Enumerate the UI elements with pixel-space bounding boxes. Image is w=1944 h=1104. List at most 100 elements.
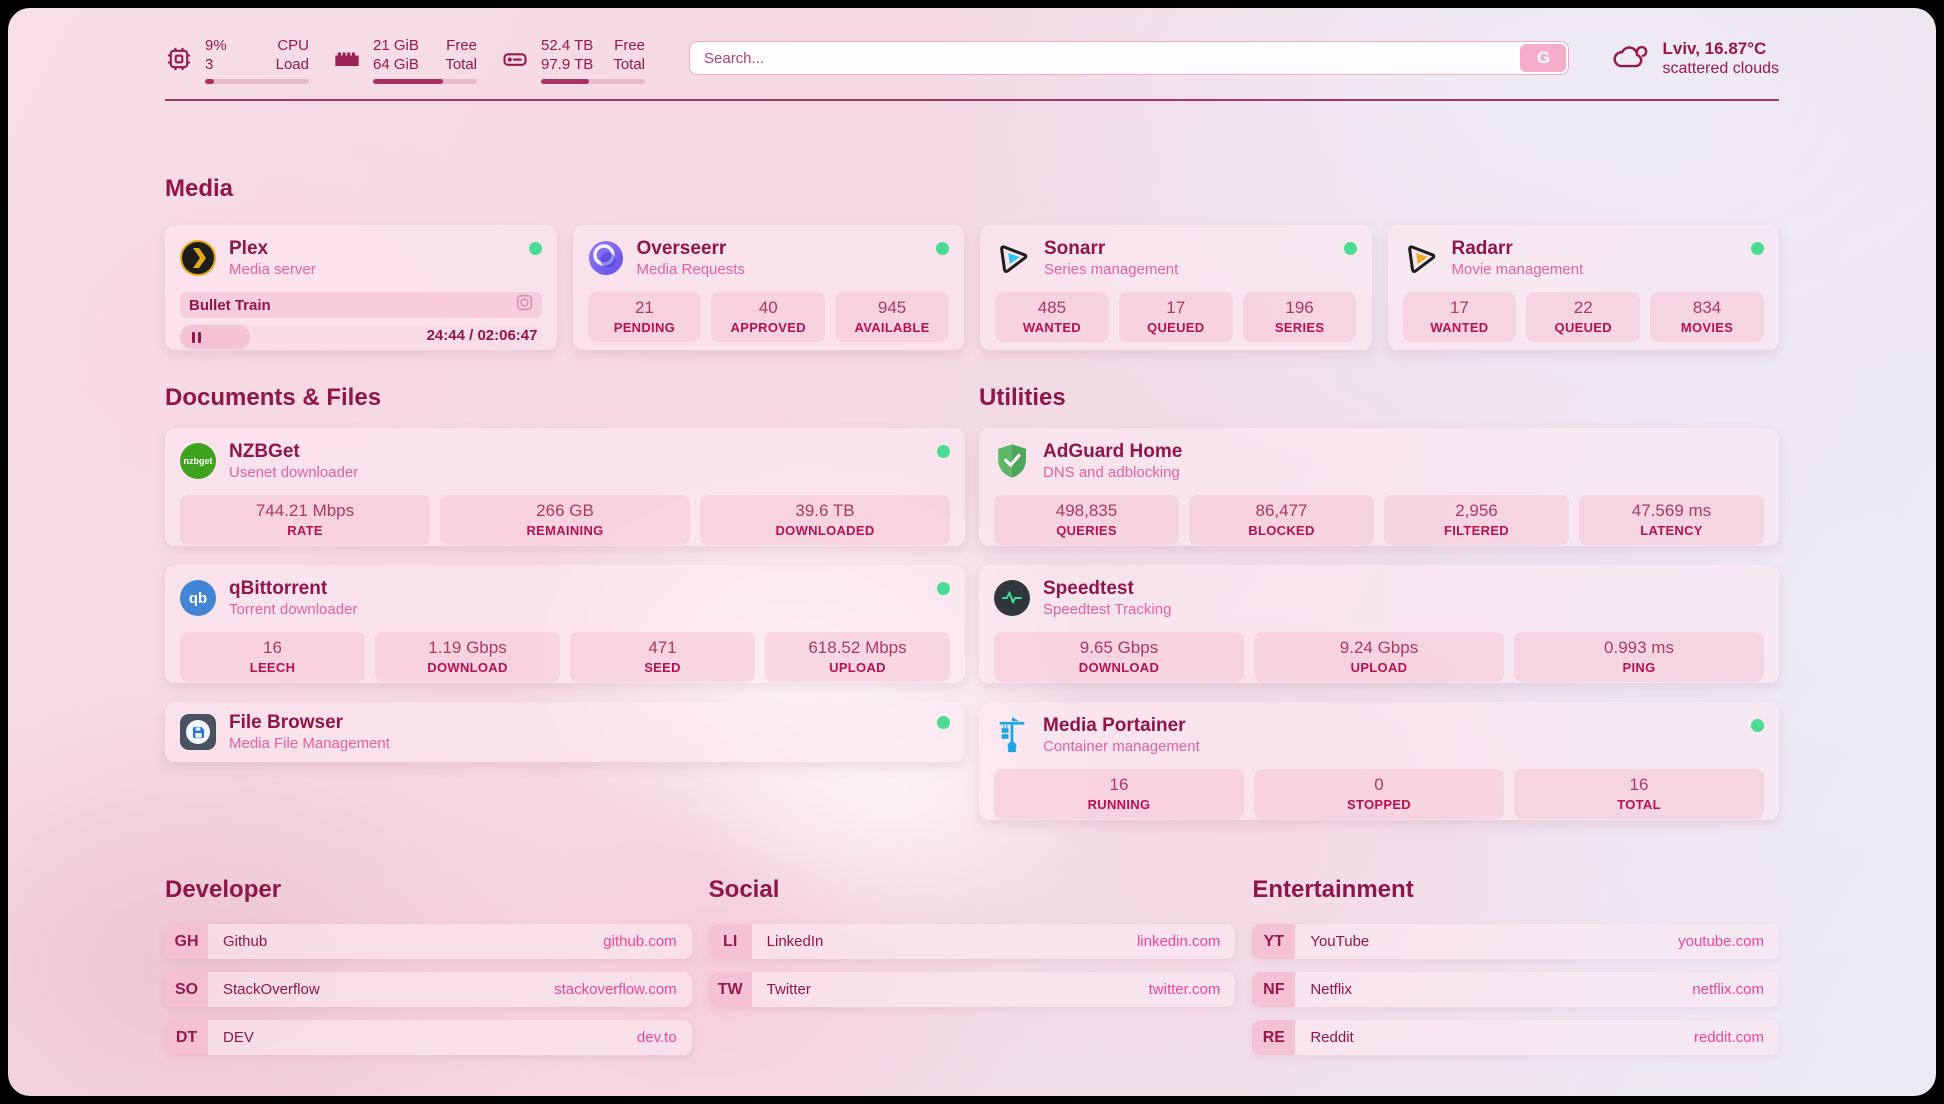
utilities-section: Utilities AdGuard Home D <box>979 384 1779 820</box>
plex-icon <box>180 240 216 276</box>
developer-section-title: Developer <box>165 876 282 903</box>
stat-box: 471 SEED <box>570 632 755 682</box>
stats-row: 21 PENDING 40 APPROVED 945 AVAILABLE <box>587 292 950 342</box>
weather-widget[interactable]: Lviv, 16.87°C scattered clouds <box>1611 38 1779 79</box>
now-playing-title: Bullet Train <box>189 296 271 314</box>
qbittorrent-icon: qb <box>180 580 216 616</box>
card-subtitle: Media server <box>229 261 316 278</box>
bookmark-abbr: LI <box>708 924 752 959</box>
stat-box: 498,835 QUERIES <box>994 495 1179 545</box>
bookmark-link[interactable]: GH Github github.com <box>165 924 692 959</box>
card-title: Sonarr <box>1044 238 1106 259</box>
card-subtitle: Media File Management <box>229 735 390 752</box>
radarr-card[interactable]: Radarr Movie management 17 WANTED 22 QUE… <box>1387 225 1779 350</box>
nzbget-icon: nzbget <box>180 443 216 479</box>
stat-value: 22 <box>1573 298 1593 317</box>
stat-box: 834 MOVIES <box>1650 292 1764 342</box>
bookmark-link[interactable]: TW Twitter twitter.com <box>708 972 1236 1007</box>
entertainment-section-title: Entertainment <box>1252 876 1414 903</box>
bookmark-link[interactable]: LI LinkedIn linkedin.com <box>708 924 1236 959</box>
bookmark-name: DEV <box>223 1029 254 1046</box>
stat-value: 17 <box>1166 298 1186 317</box>
stat-box: 16 RUNNING <box>994 769 1244 819</box>
stat-label: QUEUED <box>1147 320 1205 335</box>
bookmark-url: reddit.com <box>1693 1029 1764 1046</box>
stat-label: PING <box>1622 660 1656 675</box>
filebrowser-card[interactable]: File Browser Media File Management <box>165 702 965 762</box>
memory-progress-bar <box>373 79 477 84</box>
card-title: AdGuard Home <box>1043 441 1183 462</box>
stat-label: APPROVED <box>730 320 806 335</box>
stat-value: 40 <box>758 298 778 317</box>
search-input[interactable] <box>689 41 1570 75</box>
stat-value: 9.24 Gbps <box>1339 638 1419 657</box>
social-bookmarks: LI LinkedIn linkedin.com TW Twitter twit… <box>708 924 1236 1007</box>
stat-value: 266 GB <box>536 501 594 520</box>
card-title: Overseerr <box>636 238 727 259</box>
stat-box: 744.21 Mbps RATE <box>180 495 430 545</box>
speedtest-icon <box>994 580 1030 616</box>
plex-card[interactable]: Plex Media server Bullet Train <box>165 225 557 350</box>
card-subtitle: Torrent downloader <box>229 601 358 618</box>
bookmark-link[interactable]: NF Netflix netflix.com <box>1252 972 1779 1007</box>
memory-free-value: 21 GiB <box>373 37 419 54</box>
card-subtitle: DNS and adblocking <box>1043 464 1180 481</box>
stat-value: 21 <box>634 298 654 317</box>
status-dot <box>1751 719 1764 732</box>
overseerr-card[interactable]: Overseerr Media Requests 21 PENDING 40 A… <box>572 225 964 350</box>
disk-total-value: 97.9 TB <box>541 56 594 73</box>
nzbget-card[interactable]: nzbget NZBGet Usenet downloader 744.21 M… <box>165 428 965 546</box>
stats-row: 744.21 Mbps RATE 266 GB REMAINING 39.6 T… <box>180 495 950 545</box>
search-engine-button[interactable]: G <box>1520 44 1567 72</box>
stat-box: 2,956 FILTERED <box>1384 495 1569 545</box>
stat-box: 22 QUEUED <box>1526 292 1641 342</box>
header-divider <box>165 99 1779 101</box>
stat-box: 266 GB REMAINING <box>440 495 690 545</box>
stat-label: TOTAL <box>1617 797 1661 812</box>
documents-section-title: Documents & Files <box>165 384 382 411</box>
bookmark-url: stackoverflow.com <box>554 981 677 998</box>
stat-label: FILTERED <box>1444 523 1509 538</box>
stat-label: UPLOAD <box>829 660 886 675</box>
bookmark-link[interactable]: DT DEV dev.to <box>165 1020 692 1055</box>
cpu-usage-value: 9% <box>205 37 227 54</box>
radarr-icon <box>1403 240 1439 276</box>
bookmark-url: dev.to <box>636 1029 677 1046</box>
cpu-progress-bar <box>205 79 309 84</box>
speedtest-card[interactable]: Speedtest Speedtest Tracking 9.65 Gbps D… <box>979 565 1779 683</box>
bookmark-url: linkedin.com <box>1136 933 1221 950</box>
system-stats: 9% 3 CPU Load <box>165 36 645 84</box>
memory-free-label: Free <box>446 37 477 54</box>
portainer-card[interactable]: Media Portainer Container management 16 … <box>979 702 1779 820</box>
developer-section: Developer GH Github github.com SO StackO… <box>165 876 692 1055</box>
card-subtitle: Media Requests <box>636 261 745 278</box>
stat-box: 945 AVAILABLE <box>835 292 949 342</box>
card-title: Plex <box>229 238 269 259</box>
stat-value: 9.65 Gbps <box>1079 638 1159 657</box>
stat-box: 485 WANTED <box>995 292 1109 342</box>
bookmark-url: twitter.com <box>1148 981 1221 998</box>
bookmark-name: Netflix <box>1310 981 1353 998</box>
stat-box: 40 APPROVED <box>711 292 826 342</box>
bookmark-link[interactable]: YT YouTube youtube.com <box>1252 924 1779 959</box>
stat-box: 0 STOPPED <box>1254 769 1504 819</box>
portainer-crane-icon <box>994 717 1030 753</box>
card-subtitle: Movie management <box>1451 261 1584 278</box>
pause-button[interactable] <box>180 325 251 349</box>
stat-label: DOWNLOAD <box>427 660 508 675</box>
stat-box: 196 SERIES <box>1242 292 1357 342</box>
sonarr-card[interactable]: Sonarr Series management 485 WANTED 17 Q… <box>980 225 1372 350</box>
stat-value: 834 <box>1692 298 1722 317</box>
stat-label: WANTED <box>1022 320 1081 335</box>
qbittorrent-card[interactable]: qb qBittorrent Torrent downloader 16 LEE… <box>165 565 965 683</box>
adguard-card[interactable]: AdGuard Home DNS and adblocking 498,835 … <box>979 428 1779 546</box>
bookmark-name: Reddit <box>1310 1029 1354 1046</box>
bookmark-name: YouTube <box>1310 933 1370 950</box>
playback-progress: 24:44 / 02:06:47 <box>180 325 542 349</box>
now-playing-bar: Bullet Train <box>180 292 542 318</box>
bookmark-name: StackOverflow <box>223 981 320 998</box>
bookmark-link[interactable]: SO StackOverflow stackoverflow.com <box>165 972 692 1007</box>
stat-value: 16 <box>1629 775 1649 794</box>
bookmark-link[interactable]: RE Reddit reddit.com <box>1252 1020 1779 1055</box>
